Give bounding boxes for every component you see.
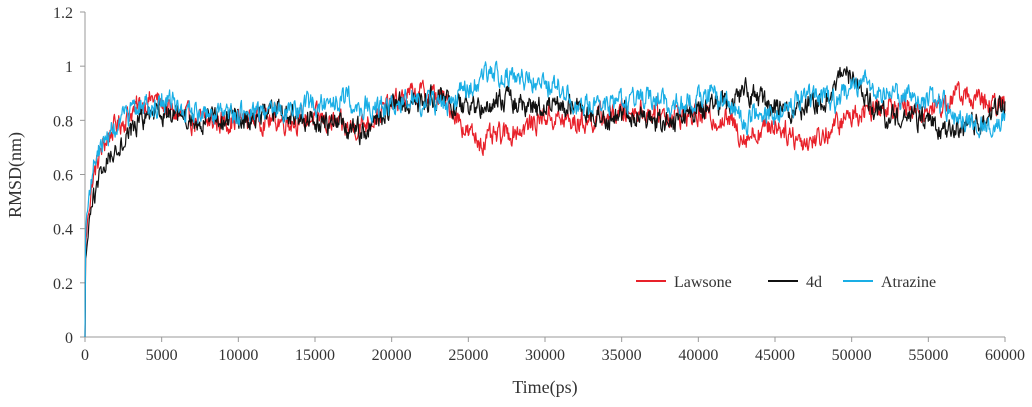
series-line-lawsone [84,79,1006,338]
axes: 0 0.2 0.4 0.6 0.8 1 1.2 0 5000 10000 15000 20000 250… [53,5,1025,364]
y-tick-label: 0.8 [53,113,73,130]
x-axis-label: Time(ps) [512,377,577,398]
legend-label: 4d [806,274,822,291]
y-tick-label: 0 [65,330,73,347]
x-tick-label: 25000 [448,347,488,364]
x-tick-label: 5000 [146,347,178,364]
x-tick-label: 60000 [985,347,1025,364]
x-tick-label: 20000 [372,347,412,364]
x-tick-label: 40000 [678,347,718,364]
y-tick-label: 0.6 [53,168,73,185]
y-axis-label: RMSD(nm) [5,132,26,218]
x-tick-label: 55000 [908,347,948,364]
legend-label: Atrazine [881,274,936,291]
x-tick-label: 30000 [525,347,565,364]
x-tick-label: 45000 [755,347,795,364]
x-tick-label: 10000 [218,347,258,364]
x-tick-label: 0 [81,347,89,364]
x-tick-label: 50000 [832,347,872,364]
series-line-atrazine [84,60,1006,338]
series-line-4d [84,66,1006,338]
x-tick-label: 15000 [295,347,335,364]
y-tick-label: 0.4 [53,222,73,239]
y-tick-label: 0.2 [53,276,73,293]
series-layer [84,60,1006,338]
legend: Lawsone 4d Atrazine [636,274,936,291]
legend-label: Lawsone [674,274,732,291]
x-tick-label: 35000 [602,347,642,364]
y-tick-label: 1 [65,59,73,76]
y-tick-label: 1.2 [53,5,73,22]
